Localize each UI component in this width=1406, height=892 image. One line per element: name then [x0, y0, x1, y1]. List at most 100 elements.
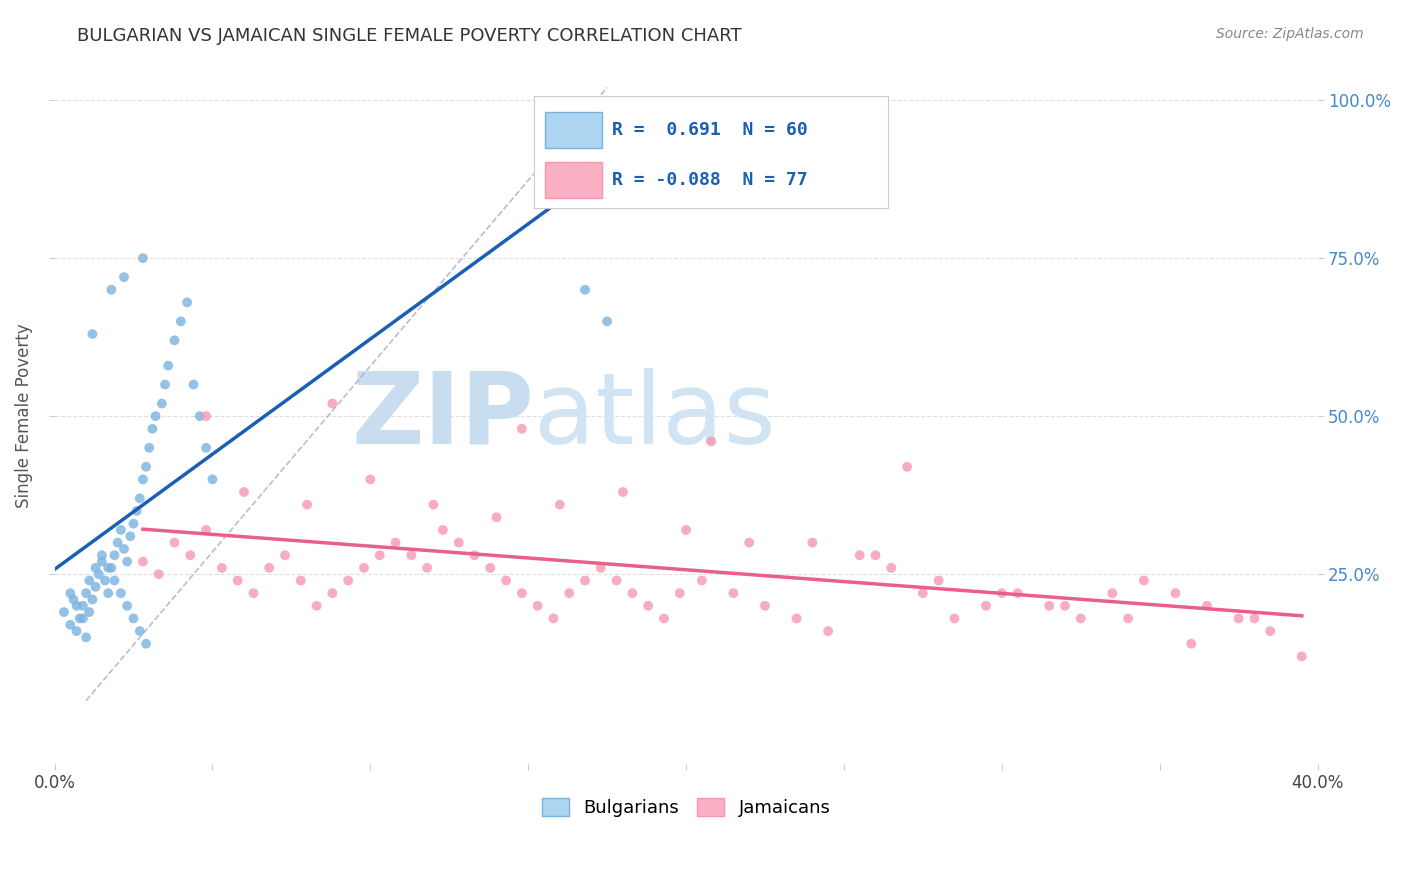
Point [132, 472, 155, 486]
Point [1116, 611, 1139, 625]
Point [637, 599, 659, 613]
Legend: Bulgarians, Jamaicans: Bulgarians, Jamaicans [534, 790, 838, 824]
Point [125, 504, 148, 518]
Point [974, 599, 997, 613]
Point [110, 523, 132, 537]
Point [100, 283, 122, 297]
Point [188, 409, 211, 424]
Point [1197, 599, 1219, 613]
Point [122, 611, 145, 625]
Point [447, 535, 470, 549]
Point [754, 599, 776, 613]
Point [896, 459, 918, 474]
Point [69, 611, 91, 625]
Point [257, 561, 280, 575]
Point [384, 535, 406, 549]
Point [548, 498, 571, 512]
Point [163, 334, 186, 348]
Point [201, 472, 224, 486]
Point [1070, 611, 1092, 625]
Point [115, 599, 138, 613]
Point [416, 561, 439, 575]
Point [1101, 586, 1123, 600]
Point [163, 535, 186, 549]
Point [128, 491, 150, 506]
Point [1258, 624, 1281, 638]
Point [401, 548, 423, 562]
Point [103, 574, 125, 588]
Point [558, 586, 581, 600]
Point [526, 599, 548, 613]
Point [589, 561, 612, 575]
Point [59, 617, 82, 632]
Point [84, 561, 107, 575]
Point [305, 599, 328, 613]
Point [1007, 586, 1029, 600]
Point [1053, 599, 1076, 613]
Text: Source: ZipAtlas.com: Source: ZipAtlas.com [1216, 27, 1364, 41]
Point [82, 326, 104, 341]
Point [66, 599, 89, 613]
Point [911, 586, 934, 600]
Point [150, 396, 173, 410]
Point [612, 485, 634, 500]
Point [135, 637, 157, 651]
Point [1133, 574, 1156, 588]
Point [295, 498, 318, 512]
Point [115, 555, 138, 569]
Point [179, 548, 201, 562]
Point [274, 548, 297, 562]
Point [66, 624, 89, 638]
Point [195, 523, 218, 537]
Point [100, 561, 122, 575]
Point [97, 586, 120, 600]
Point [84, 580, 107, 594]
Point [128, 624, 150, 638]
Point [1291, 649, 1313, 664]
Point [103, 548, 125, 562]
Point [62, 592, 84, 607]
Point [87, 567, 110, 582]
Point [211, 561, 233, 575]
Point [226, 574, 249, 588]
Point [865, 548, 887, 562]
Point [1038, 599, 1060, 613]
Point [880, 561, 903, 575]
Point [59, 586, 82, 600]
Point [422, 498, 444, 512]
Point [548, 109, 571, 123]
Y-axis label: Single Female Poverty: Single Female Poverty [15, 324, 32, 508]
Point [463, 548, 485, 562]
Point [368, 548, 391, 562]
Point [321, 396, 343, 410]
Point [195, 441, 218, 455]
Point [77, 574, 100, 588]
Point [786, 611, 808, 625]
Point [574, 574, 596, 588]
Point [700, 434, 723, 449]
Point [596, 314, 619, 328]
Point [107, 535, 129, 549]
Point [353, 561, 375, 575]
Point [135, 459, 157, 474]
Point [72, 599, 94, 613]
Point [242, 586, 264, 600]
Point [120, 529, 142, 543]
Point [675, 523, 697, 537]
Point [574, 283, 596, 297]
Point [337, 574, 360, 588]
Point [170, 314, 193, 328]
Point [621, 586, 644, 600]
Point [432, 523, 454, 537]
Point [112, 270, 135, 285]
Point [723, 586, 745, 600]
Point [321, 586, 343, 600]
Point [75, 586, 97, 600]
Point [1180, 637, 1202, 651]
Point [943, 611, 966, 625]
Point [801, 535, 824, 549]
Point [606, 574, 628, 588]
Point [510, 422, 533, 436]
Point [991, 586, 1014, 600]
Point [359, 472, 381, 486]
